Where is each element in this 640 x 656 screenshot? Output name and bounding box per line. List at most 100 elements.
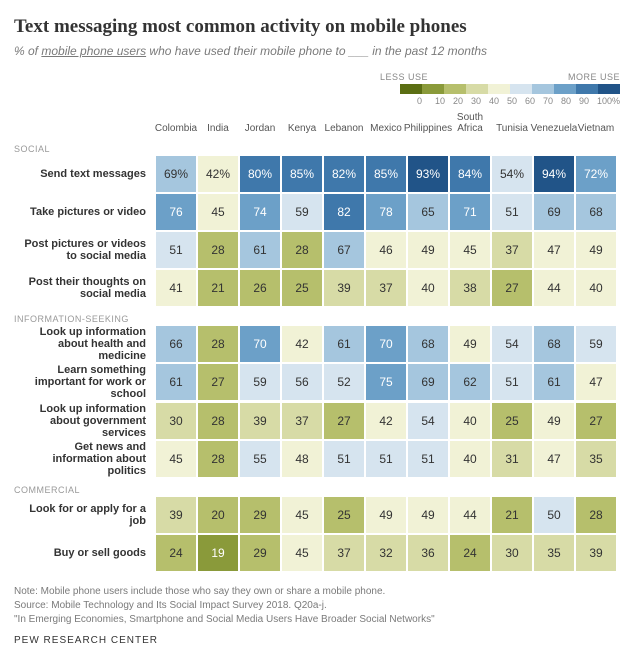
column-header: Venezuela xyxy=(534,114,574,136)
heatmap-cell: 70 xyxy=(240,326,280,362)
heatmap-cell: 32 xyxy=(366,535,406,571)
heatmap-cell: 62 xyxy=(450,364,490,400)
heatmap-cell: 55 xyxy=(240,441,280,477)
heatmap-cell: 21 xyxy=(492,497,532,533)
legend-swatch xyxy=(488,84,510,94)
heatmap-cell: 68 xyxy=(534,326,574,362)
section-label: COMMERCIAL xyxy=(14,479,154,495)
heatmap-cell: 28 xyxy=(198,403,238,439)
heatmap-cell: 39 xyxy=(240,403,280,439)
legend-swatch xyxy=(554,84,576,94)
heatmap-cell: 35 xyxy=(534,535,574,571)
heatmap-table: ColombiaIndiaJordanKenyaLebanonMexicoPhi… xyxy=(14,114,626,571)
row-label: Get news and information about politics xyxy=(14,441,154,477)
heatmap-cell: 29 xyxy=(240,497,280,533)
heatmap-cell: 85% xyxy=(282,156,322,192)
heatmap-cell: 25 xyxy=(492,403,532,439)
heatmap-cell: 25 xyxy=(324,497,364,533)
heatmap-cell: 45 xyxy=(282,497,322,533)
heatmap-cell: 80% xyxy=(240,156,280,192)
heatmap-cell: 36 xyxy=(408,535,448,571)
heatmap-cell: 47 xyxy=(534,232,574,268)
section-label: INFORMATION-SEEKING xyxy=(14,308,154,324)
heatmap-cell: 82% xyxy=(324,156,364,192)
heatmap-cell: 61 xyxy=(156,364,196,400)
heatmap-cell: 21 xyxy=(198,270,238,306)
heatmap-cell: 49 xyxy=(450,326,490,362)
column-header: Tunisia xyxy=(492,114,532,136)
row-label: Look for or apply for a job xyxy=(14,503,154,527)
section-label: SOCIAL xyxy=(14,138,154,154)
heatmap-cell: 74 xyxy=(240,194,280,230)
heatmap-cell: 72% xyxy=(576,156,616,192)
legend-swatch xyxy=(422,84,444,94)
brand-label: PEW RESEARCH CENTER xyxy=(14,635,626,646)
heatmap-cell: 49 xyxy=(534,403,574,439)
heatmap-cell: 59 xyxy=(240,364,280,400)
heatmap-cell: 29 xyxy=(240,535,280,571)
heatmap-cell: 70 xyxy=(366,326,406,362)
row-label: Learn something important for work or sc… xyxy=(14,364,154,400)
legend-swatch xyxy=(576,84,598,94)
heatmap-cell: 48 xyxy=(282,441,322,477)
heatmap-cell: 71 xyxy=(450,194,490,230)
heatmap-cell: 93% xyxy=(408,156,448,192)
column-header: Jordan xyxy=(240,114,280,136)
heatmap-cell: 45 xyxy=(450,232,490,268)
heatmap-cell: 40 xyxy=(450,441,490,477)
heatmap-cell: 69 xyxy=(534,194,574,230)
heatmap-cell: 37 xyxy=(324,535,364,571)
heatmap-cell: 42% xyxy=(198,156,238,192)
heatmap-cell: 40 xyxy=(450,403,490,439)
row-label: Post their thoughts on social media xyxy=(14,276,154,300)
heatmap-cell: 27 xyxy=(198,364,238,400)
subtitle-suffix: who have used their mobile phone to ___ … xyxy=(146,44,487,58)
legend-less-label: LESS USE xyxy=(380,72,428,82)
heatmap-cell: 38 xyxy=(450,270,490,306)
heatmap-cell: 56 xyxy=(282,364,322,400)
heatmap-cell: 27 xyxy=(324,403,364,439)
heatmap-cell: 50 xyxy=(534,497,574,533)
chart-footer: Note: Mobile phone users include those w… xyxy=(14,585,626,627)
legend-ticks: 0102030405060708090100% xyxy=(421,96,620,106)
heatmap-cell: 51 xyxy=(366,441,406,477)
heatmap-cell: 40 xyxy=(408,270,448,306)
heatmap-cell: 41 xyxy=(156,270,196,306)
heatmap-cell: 59 xyxy=(282,194,322,230)
column-header: Vietnam xyxy=(576,114,616,136)
column-header: Lebanon xyxy=(324,114,364,136)
heatmap-cell: 37 xyxy=(492,232,532,268)
footer-source: Source: Mobile Technology and Its Social… xyxy=(14,599,626,613)
heatmap-cell: 39 xyxy=(576,535,616,571)
row-label: Look up information about government ser… xyxy=(14,403,154,439)
heatmap-cell: 39 xyxy=(156,497,196,533)
heatmap-cell: 30 xyxy=(492,535,532,571)
column-header: Philippines xyxy=(408,114,448,136)
heatmap-cell: 44 xyxy=(534,270,574,306)
heatmap-cell: 40 xyxy=(576,270,616,306)
heatmap-cell: 45 xyxy=(156,441,196,477)
heatmap-cell: 61 xyxy=(324,326,364,362)
heatmap-cell: 51 xyxy=(492,364,532,400)
heatmap-cell: 45 xyxy=(282,535,322,571)
heatmap-cell: 26 xyxy=(240,270,280,306)
heatmap-cell: 39 xyxy=(324,270,364,306)
heatmap-cell: 28 xyxy=(198,232,238,268)
heatmap-cell: 51 xyxy=(492,194,532,230)
heatmap-cell: 61 xyxy=(240,232,280,268)
heatmap-cell: 59 xyxy=(576,326,616,362)
column-header: Colombia xyxy=(156,114,196,136)
chart-title: Text messaging most common activity on m… xyxy=(14,16,626,38)
row-label: Take pictures or video xyxy=(14,206,154,218)
heatmap-cell: 84% xyxy=(450,156,490,192)
footer-note: Note: Mobile phone users include those w… xyxy=(14,585,626,599)
heatmap-cell: 49 xyxy=(366,497,406,533)
legend-swatch xyxy=(598,84,620,94)
heatmap-cell: 49 xyxy=(408,497,448,533)
heatmap-cell: 27 xyxy=(492,270,532,306)
heatmap-cell: 31 xyxy=(492,441,532,477)
subtitle-underline: mobile phone users xyxy=(41,44,146,58)
color-legend: LESS USE MORE USE 0102030405060708090100… xyxy=(14,72,626,106)
heatmap-cell: 47 xyxy=(534,441,574,477)
legend-swatch xyxy=(510,84,532,94)
